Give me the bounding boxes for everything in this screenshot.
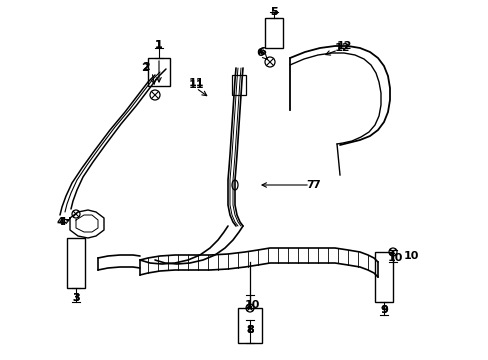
Text: 5: 5 [270,7,277,17]
Text: 1: 1 [155,40,163,50]
Text: 8: 8 [245,325,253,335]
Text: 4: 4 [56,217,64,227]
Bar [374,252,392,302]
Bar [238,308,262,343]
Text: 12: 12 [334,43,349,53]
Text: 4: 4 [58,217,66,227]
Text: 11: 11 [188,80,203,90]
Text: 7: 7 [305,180,313,190]
Text: 2: 2 [142,62,149,72]
Text: 9: 9 [379,305,387,315]
Text: 10: 10 [403,251,419,261]
Text: 12: 12 [336,41,351,51]
Text: 8: 8 [245,325,253,335]
Text: 11: 11 [188,78,203,88]
Text: 1: 1 [155,40,163,50]
Text: 9: 9 [379,305,387,315]
Bar [67,238,85,288]
Bar [231,75,245,95]
Bar [148,58,170,86]
Text: 5: 5 [270,7,277,17]
Text: 2: 2 [141,63,148,73]
Text: 6: 6 [256,48,264,58]
Bar [264,18,283,48]
Text: 7: 7 [311,180,319,190]
Text: 3: 3 [72,293,80,303]
Text: 10: 10 [244,300,259,310]
Text: 3: 3 [72,293,80,303]
Text: 6: 6 [258,47,265,57]
Text: 10: 10 [386,253,402,263]
